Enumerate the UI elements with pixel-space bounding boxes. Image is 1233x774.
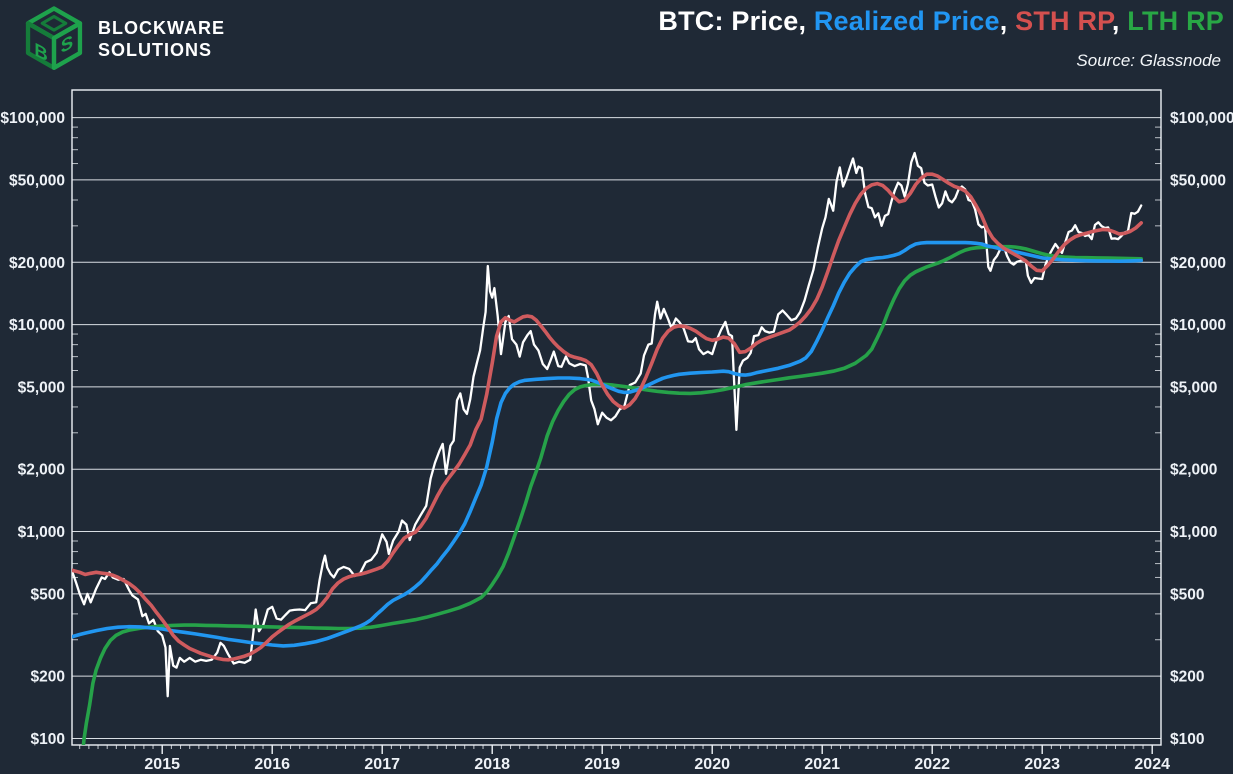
series-lth-rp-line — [81, 244, 1143, 745]
x-year-label: 2022 — [914, 756, 950, 773]
y-tick-label-left: $5,000 — [18, 379, 65, 396]
x-year-label: 2021 — [804, 756, 840, 773]
plot-border — [71, 89, 1162, 746]
y-tick-label-right: $5,000 — [1170, 379, 1217, 396]
x-year-label: 2020 — [694, 756, 730, 773]
source-label: Source: Glassnode — [1076, 51, 1221, 70]
x-year-label: 2018 — [474, 756, 510, 773]
logo: B S BLOCKWARE SOLUTIONS — [22, 6, 225, 74]
logo-line2: SOLUTIONS — [98, 40, 213, 60]
y-tick-label-left: $50,000 — [9, 172, 65, 189]
x-year-label: 2019 — [584, 756, 620, 773]
y-tick-label-right: $100,000 — [1170, 110, 1233, 127]
logo-text: BLOCKWARE SOLUTIONS — [98, 18, 225, 62]
chart-title: BTC: Price, Realized Price, STH RP, LTH … — [658, 6, 1224, 37]
title-sep2: , — [999, 6, 1016, 36]
x-year-label: 2023 — [1024, 756, 1060, 773]
blockware-cube-icon: B S — [25, 6, 83, 70]
title-sep1: , — [798, 6, 814, 36]
title-sep3: , — [1111, 6, 1128, 36]
y-tick-label-right: $200 — [1170, 669, 1204, 686]
x-year-label: 2016 — [254, 756, 290, 773]
header: B S BLOCKWARE SOLUTIONS BTC: Price, Real… — [0, 0, 1233, 86]
y-tick-label-right: $20,000 — [1170, 255, 1226, 272]
title-part-sth: STH RP — [1015, 6, 1112, 36]
series-realized-price-line — [72, 240, 1143, 648]
y-tick-label-left: $500 — [31, 586, 65, 603]
x-year-label: 2015 — [144, 756, 180, 773]
y-tick-label-right: $500 — [1170, 586, 1204, 603]
y-tick-label-left: $100 — [31, 731, 65, 748]
y-tick-label-left: $200 — [31, 669, 65, 686]
svg-text:B: B — [34, 39, 47, 67]
y-tick-label-right: $2,000 — [1170, 462, 1217, 479]
x-year-label: 2017 — [364, 756, 400, 773]
y-tick-label-left: $20,000 — [9, 255, 65, 272]
title-part-price: BTC: Price — [658, 6, 799, 36]
y-tick-label-left: $10,000 — [9, 317, 65, 334]
title-part-realized: Realized Price — [813, 6, 1000, 36]
y-tick-label-right: $10,000 — [1170, 317, 1226, 334]
y-tick-label-right: $1,000 — [1170, 524, 1217, 541]
x-year-label: 2024 — [1134, 756, 1170, 773]
series-btc-price-line — [72, 151, 1143, 698]
series-group — [72, 151, 1143, 745]
title-part-lth: LTH RP — [1127, 6, 1224, 36]
y-tick-label-left: $100,000 — [0, 110, 65, 127]
svg-text:S: S — [61, 31, 73, 58]
y-tick-label-left: $1,000 — [18, 524, 65, 541]
y-tick-label-left: $2,000 — [18, 462, 65, 479]
y-tick-label-right: $50,000 — [1170, 172, 1226, 189]
logo-line1: BLOCKWARE — [98, 18, 225, 39]
series-sth-rp-line — [72, 172, 1143, 662]
y-tick-label-right: $100 — [1170, 731, 1204, 748]
